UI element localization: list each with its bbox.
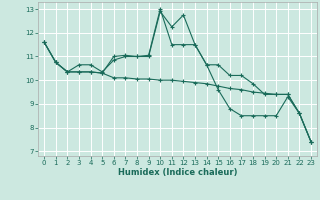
X-axis label: Humidex (Indice chaleur): Humidex (Indice chaleur) (118, 168, 237, 177)
